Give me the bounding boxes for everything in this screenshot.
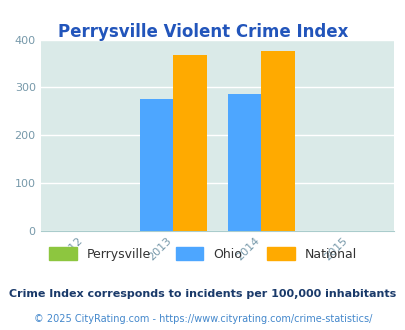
Text: Crime Index corresponds to incidents per 100,000 inhabitants: Crime Index corresponds to incidents per… xyxy=(9,289,396,299)
Legend: Perrysville, Ohio, National: Perrysville, Ohio, National xyxy=(44,242,361,266)
Bar xyxy=(173,55,206,231)
Text: Perrysville Violent Crime Index: Perrysville Violent Crime Index xyxy=(58,23,347,41)
Text: © 2025 CityRating.com - https://www.cityrating.com/crime-statistics/: © 2025 CityRating.com - https://www.city… xyxy=(34,314,371,324)
Bar xyxy=(227,94,261,231)
Bar xyxy=(139,99,173,231)
Bar xyxy=(261,51,294,231)
